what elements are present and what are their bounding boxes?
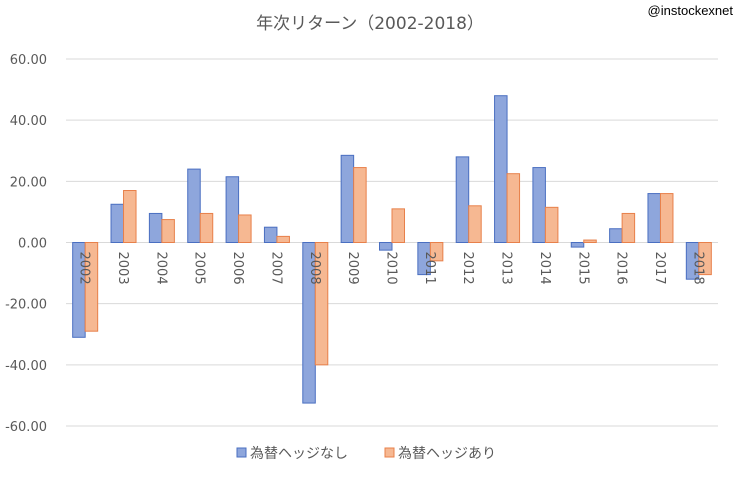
x-tick-label: 2011 [422, 252, 437, 285]
x-tick-label: 2009 [345, 252, 360, 285]
legend-label: 為替ヘッジあり [398, 446, 496, 462]
x-tick-label: 2014 [537, 252, 552, 285]
x-tick-label: 2013 [499, 252, 514, 285]
bar-hedged-2011 [429, 242, 444, 262]
bar-hedged-2013 [506, 173, 521, 243]
bar-unhedged-2015 [570, 242, 585, 248]
bar-hedged-2007 [276, 235, 290, 243]
bar-hedged-2006 [238, 214, 252, 244]
legend-label: 為替ヘッジなし [250, 446, 348, 462]
x-tick-label: 2006 [230, 252, 245, 285]
y-tick-label: 20.00 [10, 175, 47, 190]
bar-unhedged-2014 [532, 167, 546, 243]
bar-hedged-2004 [161, 219, 175, 243]
x-tick-label: 2007 [268, 252, 283, 285]
y-tick-label: 60.00 [10, 53, 47, 68]
bar-hedged-2014 [544, 206, 559, 243]
y-tick-label: -40.00 [5, 359, 47, 374]
x-tick-label: 2016 [614, 252, 629, 285]
x-tick-label: 2005 [192, 252, 207, 285]
bar-hedged-2018 [698, 242, 712, 276]
x-tick-label: 2008 [307, 252, 322, 285]
bars [72, 95, 712, 404]
legend-swatch [236, 447, 247, 458]
bar-unhedged-2017 [647, 193, 661, 243]
bar-unhedged-2012 [455, 156, 470, 243]
x-tick-label: 2010 [384, 252, 399, 285]
bar-unhedged-2007 [263, 226, 278, 243]
x-tick-label: 2003 [115, 252, 130, 285]
y-tick-label: -20.00 [5, 298, 47, 313]
bar-unhedged-2016 [609, 228, 623, 244]
bar-hedged-2017 [659, 193, 674, 243]
x-tick-label: 2002 [77, 252, 92, 285]
chart-title: 年次リターン（2002-2018） [256, 14, 484, 34]
bar-unhedged-2010 [379, 242, 393, 251]
bar-unhedged-2006 [225, 176, 240, 243]
bar-unhedged-2004 [148, 212, 163, 243]
bar-hedged-2009 [353, 167, 367, 243]
bar-hedged-2002 [84, 242, 99, 332]
watermark-label: @instockexnet [647, 3, 733, 18]
legend: 為替ヘッジなし 為替ヘッジあり [236, 446, 496, 462]
bar-hedged-2008 [314, 242, 329, 366]
bar-hedged-2016 [621, 212, 636, 243]
y-axis-ticks: 60.00 40.00 20.00 0.00 -20.00 -40.00 -60.00 [5, 53, 47, 435]
x-tick-label: 2015 [575, 252, 590, 285]
bar-unhedged-2009 [340, 154, 355, 243]
bar-unhedged-2003 [110, 203, 125, 243]
bar-hedged-2005 [199, 212, 214, 243]
bar-hedged-2003 [123, 190, 137, 243]
y-tick-label: 40.00 [10, 114, 47, 129]
x-axis-labels: 2002 2003 2004 2005 2006 2007 2008 2009 2010 2011… [77, 252, 706, 285]
x-tick-label: 2004 [153, 252, 168, 285]
x-tick-label: 2018 [690, 252, 705, 285]
legend-swatch [384, 447, 395, 458]
x-tick-label: 2017 [652, 252, 667, 285]
bar-unhedged-2013 [494, 95, 508, 243]
bar-hedged-2012 [468, 205, 482, 244]
bar-unhedged-2005 [187, 168, 201, 244]
y-tick-label: -60.00 [5, 420, 47, 435]
bar-hedged-2015 [583, 239, 597, 243]
y-tick-label: 0.00 [18, 237, 47, 252]
bar-hedged-2010 [391, 208, 405, 244]
x-tick-label: 2012 [460, 252, 475, 285]
